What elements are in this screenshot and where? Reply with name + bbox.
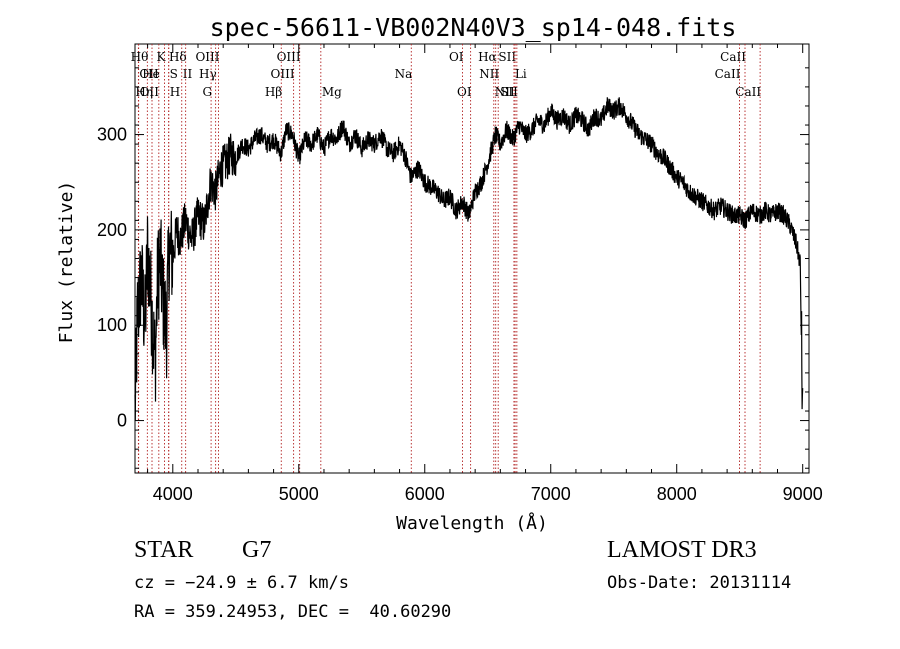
x-tick-label: 4000	[153, 484, 193, 504]
line-marker-label: CaII	[720, 50, 746, 64]
flux-series-line	[134, 97, 804, 422]
line-marker-label: NII	[479, 67, 499, 81]
line-marker-label: OIII	[195, 50, 219, 64]
line-marker-label: Mg	[322, 85, 342, 99]
y-tick-label: 300	[97, 125, 127, 145]
line-marker-label: G	[202, 85, 212, 99]
line-marker-label: Hη	[135, 85, 153, 99]
line-marker-label: SII	[498, 50, 516, 64]
x-tick-label: 6000	[405, 484, 445, 504]
line-marker-label: Li	[515, 67, 527, 81]
y-tick-label: 200	[97, 220, 127, 240]
y-axis-label: Flux (relative)	[56, 181, 77, 344]
line-marker-label: OIII	[271, 67, 295, 81]
line-marker-label: SII	[500, 85, 518, 99]
line-marker-label: II	[183, 67, 193, 81]
survey-name: LAMOST DR3	[607, 537, 757, 563]
line-marker-label: NII	[495, 85, 515, 99]
line-marker-label: Hθ	[131, 50, 149, 64]
x-axis-label: Wavelength (Å)	[396, 512, 548, 534]
x-tick-label: 9000	[783, 484, 823, 504]
x-tick-label: 7000	[531, 484, 571, 504]
x-tick-label: 5000	[279, 484, 319, 504]
chart-title: spec-56611-VB002N40V3_sp14-048.fits	[210, 13, 737, 42]
line-marker-label: S	[170, 67, 178, 81]
line-marker-label: CaII	[715, 67, 741, 81]
line-marker-label: K	[157, 50, 167, 64]
redshift-value: cz = −24.9 ± 6.7 km/s	[134, 573, 349, 593]
object-class: STAR	[134, 537, 194, 563]
observation-date: Obs-Date: 20131114	[607, 573, 792, 593]
line-marker-label: Na	[395, 67, 413, 81]
line-marker-label: Hγ	[199, 67, 217, 81]
x-tick-label: 8000	[657, 484, 697, 504]
axis-ticks: 4000 5000 6000 7000 8000 9000 0 100 200 300	[97, 44, 823, 504]
line-marker-label: Hβ	[265, 85, 282, 99]
object-subclass: G7	[242, 537, 272, 563]
line-marker-label: H	[170, 85, 180, 99]
y-tick-label: 100	[97, 315, 127, 335]
line-marker-label: OII	[140, 85, 160, 99]
line-marker-label: OI	[457, 85, 472, 99]
line-marker-label: OII	[139, 67, 159, 81]
line-marker-label: CaII	[735, 85, 761, 99]
line-marker-label: Hδ	[169, 50, 187, 64]
plot-frame	[134, 43, 810, 474]
line-marker-label: He	[142, 67, 160, 81]
line-marker-label: OI	[449, 50, 464, 64]
line-marker-label: OIII	[277, 50, 301, 64]
sky-coordinates: RA = 359.24953, DEC = 40.60290	[134, 602, 452, 622]
line-marker-label: Hα	[478, 50, 497, 64]
y-tick-label: 0	[117, 411, 127, 431]
